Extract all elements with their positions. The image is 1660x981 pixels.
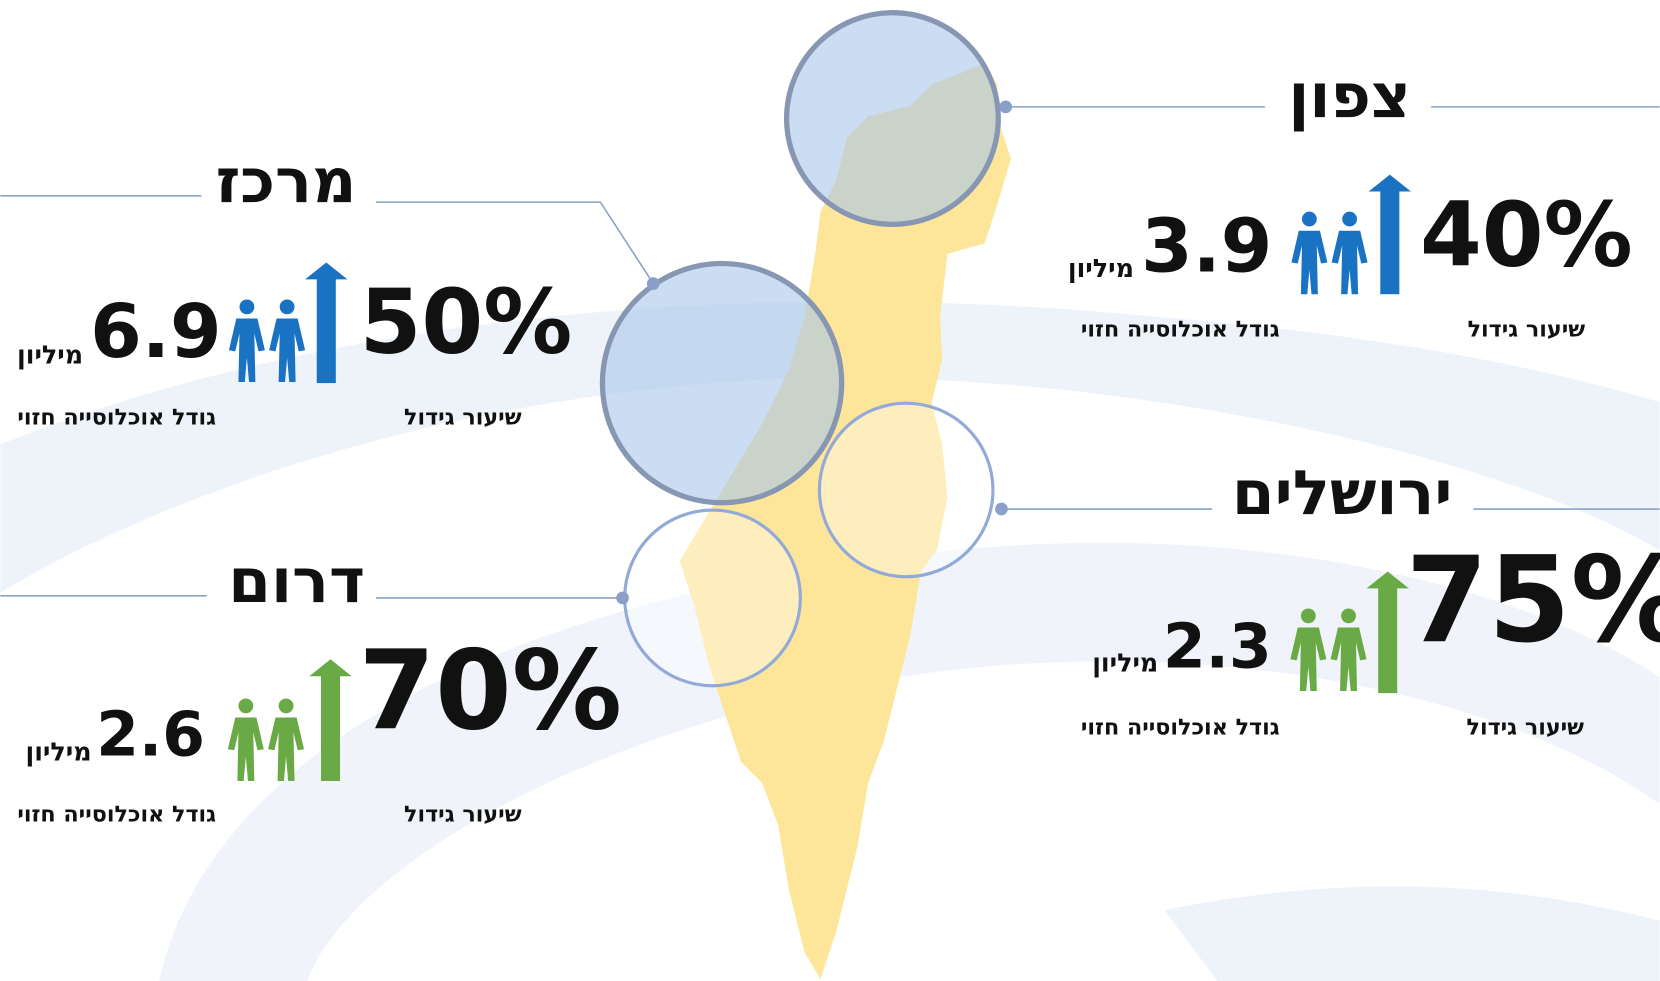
region-circle: [817, 401, 995, 579]
connector-dot: [616, 591, 629, 605]
arrow-shaft: [1378, 586, 1398, 694]
growth-rate: 40%: [1420, 183, 1633, 287]
person-body: [269, 318, 306, 383]
person-icon: [1331, 211, 1368, 295]
connector-dot: [995, 502, 1008, 516]
region-circle: [783, 10, 1001, 227]
growth-label: שיעור גידול: [404, 801, 522, 827]
arrow-shaft: [1380, 189, 1400, 295]
swoosh: [1164, 886, 1660, 981]
person-icon: [268, 698, 305, 781]
person-body: [1290, 627, 1327, 692]
person-body: [1330, 627, 1367, 692]
swoosh: [159, 542, 1660, 981]
person-head: [279, 299, 295, 315]
background: [0, 301, 1660, 981]
circles: [599, 10, 1013, 688]
arrow-shaft: [320, 674, 341, 781]
person-icon: [1330, 608, 1367, 692]
growth-rate: 70%: [359, 627, 622, 755]
population-label: גודל אוכלוסייה חזוי: [1081, 715, 1280, 741]
population: 6.9: [90, 289, 221, 375]
connector: [376, 201, 654, 285]
growth-rate: 50%: [360, 269, 573, 373]
connector-dot: [999, 100, 1013, 114]
population-label: גודל אוכלוסייה חזוי: [1081, 317, 1280, 343]
person-head: [1301, 211, 1317, 227]
region-circle: [623, 508, 802, 688]
population-unit: מיליון: [1092, 648, 1158, 678]
arrow-head: [305, 262, 348, 280]
arrow-head: [1366, 571, 1409, 589]
person-head: [278, 698, 294, 714]
population-label: גודל אוכלוסייה חזוי: [17, 405, 216, 431]
person-body: [227, 717, 264, 781]
arrow-shaft: [316, 277, 336, 384]
person-icon: [228, 299, 265, 383]
population: 2.6: [96, 699, 205, 770]
population-label: גודל אוכלוסייה חזוי: [17, 801, 216, 827]
region-block: דרום 70% שיעור גידול גודל אוכלוסייה חזוי 2.6…: [17, 546, 622, 828]
population: 3.9: [1141, 203, 1272, 289]
person-head: [1341, 608, 1356, 624]
region-circle: [599, 260, 845, 506]
population-unit: מיליון: [25, 736, 91, 766]
person-icon: [269, 299, 306, 383]
person-body: [1331, 230, 1368, 295]
region-name: מרכז: [216, 146, 357, 217]
growth-label: שיעור גידול: [1468, 317, 1586, 343]
growth-label: שיעור גידול: [404, 405, 522, 431]
region-name: צפון: [1288, 61, 1411, 132]
person-head: [1300, 608, 1316, 624]
person-body: [1291, 230, 1328, 295]
person-icon: [1290, 608, 1327, 692]
growth-rate: 75%: [1406, 531, 1660, 669]
region-name: דרום: [228, 546, 365, 617]
person-body: [268, 717, 305, 781]
person-head: [239, 299, 255, 315]
population: 2.3: [1163, 611, 1272, 682]
connector-dot: [646, 277, 660, 290]
arrow-head: [1368, 174, 1411, 192]
region-name: ירושלים: [1232, 458, 1453, 529]
connectors: [0, 106, 1660, 599]
person-icon: [227, 698, 264, 781]
swoosh: [0, 301, 1660, 593]
person-icon: [1291, 211, 1328, 295]
map: [679, 63, 1011, 979]
population-unit: מיליון: [1068, 253, 1134, 283]
person-body: [228, 318, 265, 383]
person-head: [238, 698, 254, 714]
population-unit: מיליון: [17, 340, 83, 370]
arrow-head: [309, 659, 352, 677]
person-head: [1342, 211, 1358, 227]
growth-label: שיעור גידול: [1467, 715, 1585, 741]
